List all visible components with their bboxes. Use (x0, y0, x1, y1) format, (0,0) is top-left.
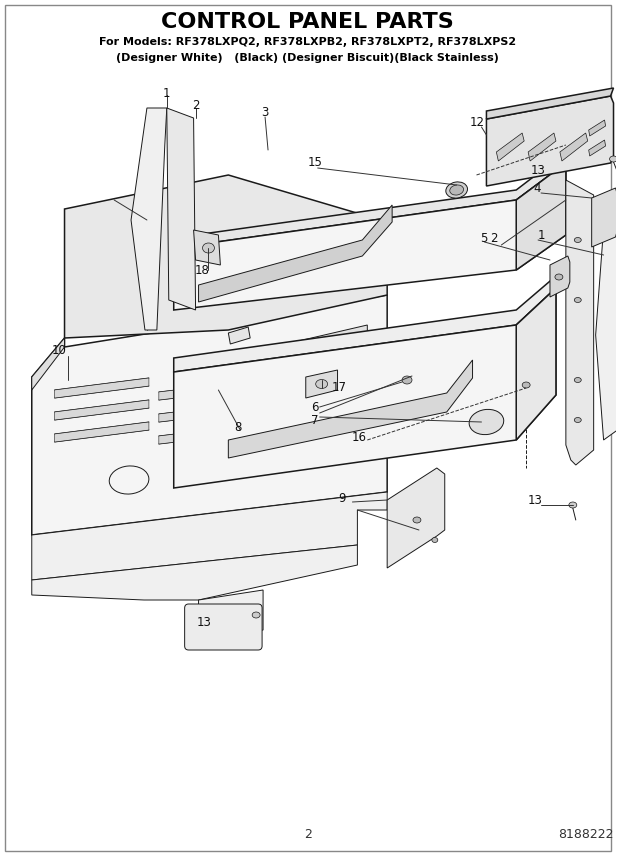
Polygon shape (167, 108, 195, 310)
Polygon shape (55, 400, 149, 420)
Text: 2: 2 (192, 98, 199, 111)
Polygon shape (596, 228, 620, 440)
Ellipse shape (450, 185, 464, 195)
Text: 8188222: 8188222 (558, 829, 613, 841)
Polygon shape (253, 409, 327, 425)
Polygon shape (64, 175, 387, 338)
Ellipse shape (203, 243, 215, 253)
Polygon shape (32, 338, 64, 390)
Ellipse shape (574, 237, 582, 242)
Ellipse shape (109, 466, 149, 494)
Polygon shape (591, 188, 618, 247)
Polygon shape (566, 180, 594, 465)
Text: 2: 2 (490, 231, 497, 245)
Text: 13: 13 (197, 615, 212, 628)
Polygon shape (174, 163, 566, 310)
Polygon shape (174, 276, 556, 372)
Ellipse shape (609, 156, 618, 162)
Polygon shape (32, 492, 387, 580)
Polygon shape (516, 288, 556, 440)
Text: 5: 5 (480, 231, 487, 245)
Ellipse shape (252, 612, 260, 618)
Polygon shape (159, 382, 243, 400)
Text: 16: 16 (352, 431, 367, 443)
Text: 15: 15 (308, 156, 322, 169)
Text: 17: 17 (332, 381, 347, 394)
Text: CONTROL PANEL PARTS: CONTROL PANEL PARTS (161, 12, 454, 32)
Ellipse shape (569, 502, 577, 508)
Polygon shape (487, 88, 614, 119)
Ellipse shape (574, 377, 582, 383)
FancyBboxPatch shape (185, 604, 262, 650)
Polygon shape (550, 256, 570, 297)
Polygon shape (131, 108, 167, 330)
Polygon shape (487, 96, 614, 186)
Polygon shape (32, 545, 357, 600)
Text: 6: 6 (311, 401, 319, 413)
Text: eReplacementParts.com: eReplacementParts.com (185, 439, 430, 457)
Polygon shape (198, 205, 392, 302)
Text: 13: 13 (531, 163, 546, 176)
Text: 8: 8 (234, 420, 242, 433)
Text: (Designer White)   (Black) (Designer Biscuit)(Black Stainless): (Designer White) (Black) (Designer Biscu… (117, 53, 499, 63)
Polygon shape (589, 140, 606, 156)
Text: 4: 4 (533, 181, 541, 194)
Ellipse shape (432, 538, 438, 543)
Ellipse shape (522, 382, 530, 388)
Polygon shape (198, 590, 263, 640)
Polygon shape (306, 370, 337, 398)
Text: For Models: RF378LXPQ2, RF378LXPB2, RF378LXPT2, RF378LXPS2: For Models: RF378LXPQ2, RF378LXPB2, RF37… (99, 37, 516, 47)
Polygon shape (174, 152, 566, 248)
Polygon shape (32, 295, 387, 535)
Polygon shape (174, 288, 556, 488)
Polygon shape (560, 133, 588, 161)
Ellipse shape (413, 517, 421, 523)
Polygon shape (159, 404, 243, 422)
Text: 9: 9 (339, 491, 346, 504)
Polygon shape (387, 468, 445, 568)
Ellipse shape (316, 379, 327, 389)
Polygon shape (193, 230, 220, 265)
Ellipse shape (574, 298, 582, 302)
Text: 3: 3 (262, 105, 268, 118)
Polygon shape (228, 327, 250, 344)
Polygon shape (497, 133, 524, 161)
Ellipse shape (555, 274, 563, 280)
Ellipse shape (574, 418, 582, 423)
Text: 1: 1 (538, 229, 545, 241)
Text: 7: 7 (311, 413, 319, 426)
Polygon shape (159, 426, 243, 444)
Ellipse shape (446, 181, 467, 198)
Text: 18: 18 (195, 264, 210, 276)
Polygon shape (55, 378, 149, 398)
Ellipse shape (469, 409, 503, 435)
Text: 2: 2 (304, 829, 312, 841)
Ellipse shape (402, 376, 412, 384)
Polygon shape (528, 133, 556, 161)
Polygon shape (516, 163, 566, 270)
Text: 1: 1 (163, 86, 170, 99)
Polygon shape (589, 120, 606, 136)
Polygon shape (228, 360, 472, 458)
Text: 12: 12 (470, 116, 485, 128)
Text: 10: 10 (52, 343, 67, 356)
Polygon shape (55, 422, 149, 442)
Polygon shape (174, 325, 367, 440)
Polygon shape (253, 387, 327, 403)
Text: 13: 13 (528, 494, 542, 507)
